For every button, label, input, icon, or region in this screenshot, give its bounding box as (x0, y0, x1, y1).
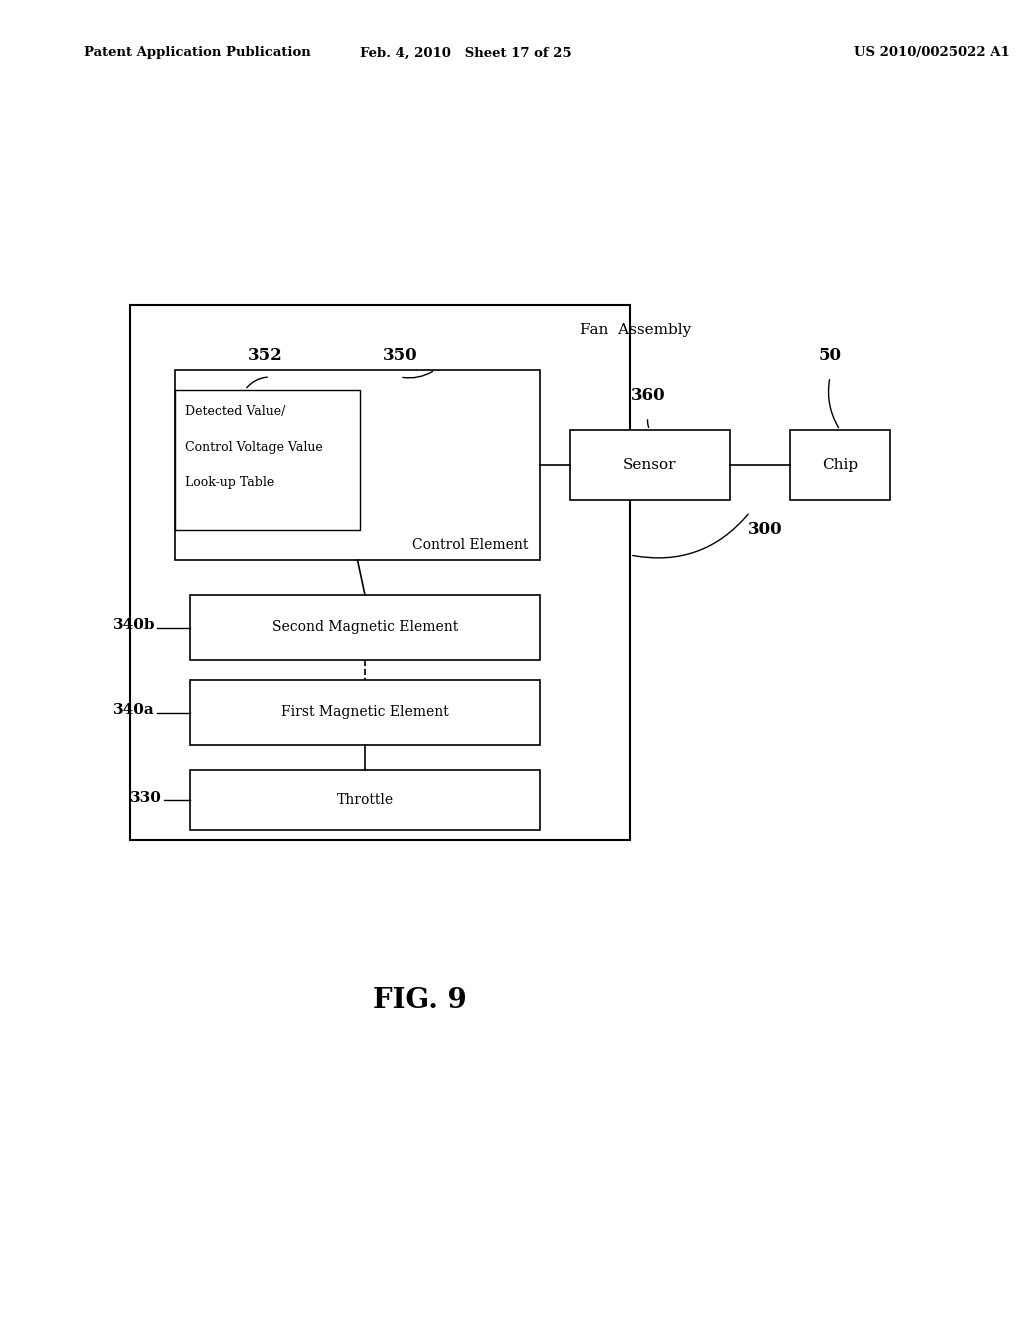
Text: Look-up Table: Look-up Table (185, 475, 274, 488)
Text: First Magnetic Element: First Magnetic Element (282, 705, 449, 719)
Text: 352: 352 (248, 346, 283, 363)
Text: Throttle: Throttle (337, 793, 393, 807)
Bar (175, 389, 360, 531)
Bar (130, 305, 630, 840)
Text: Detected Value/: Detected Value/ (185, 405, 286, 418)
Bar (190, 770, 540, 830)
Bar (790, 430, 890, 500)
Text: Chip: Chip (822, 458, 858, 473)
Bar (190, 680, 540, 744)
Text: Fan  Assembly: Fan Assembly (580, 323, 691, 337)
Bar (175, 370, 540, 560)
Text: Patent Application Publication: Patent Application Publication (84, 46, 310, 59)
Text: Second Magnetic Element: Second Magnetic Element (272, 620, 458, 634)
Text: 360: 360 (631, 387, 666, 404)
Text: Feb. 4, 2010   Sheet 17 of 25: Feb. 4, 2010 Sheet 17 of 25 (360, 46, 571, 59)
Text: Control Voltage Value: Control Voltage Value (185, 441, 323, 454)
Text: 330: 330 (130, 791, 162, 805)
Text: Sensor: Sensor (624, 458, 677, 473)
Text: FIG. 9: FIG. 9 (373, 986, 467, 1014)
Text: 300: 300 (748, 521, 782, 539)
Text: 340b: 340b (113, 618, 155, 632)
Text: Control Element: Control Element (412, 539, 528, 552)
Text: 350: 350 (383, 346, 418, 363)
Text: 340a: 340a (114, 704, 155, 717)
Bar (190, 595, 540, 660)
Bar (570, 430, 730, 500)
Text: US 2010/0025022 A1: US 2010/0025022 A1 (854, 46, 1010, 59)
Text: 50: 50 (818, 346, 842, 363)
